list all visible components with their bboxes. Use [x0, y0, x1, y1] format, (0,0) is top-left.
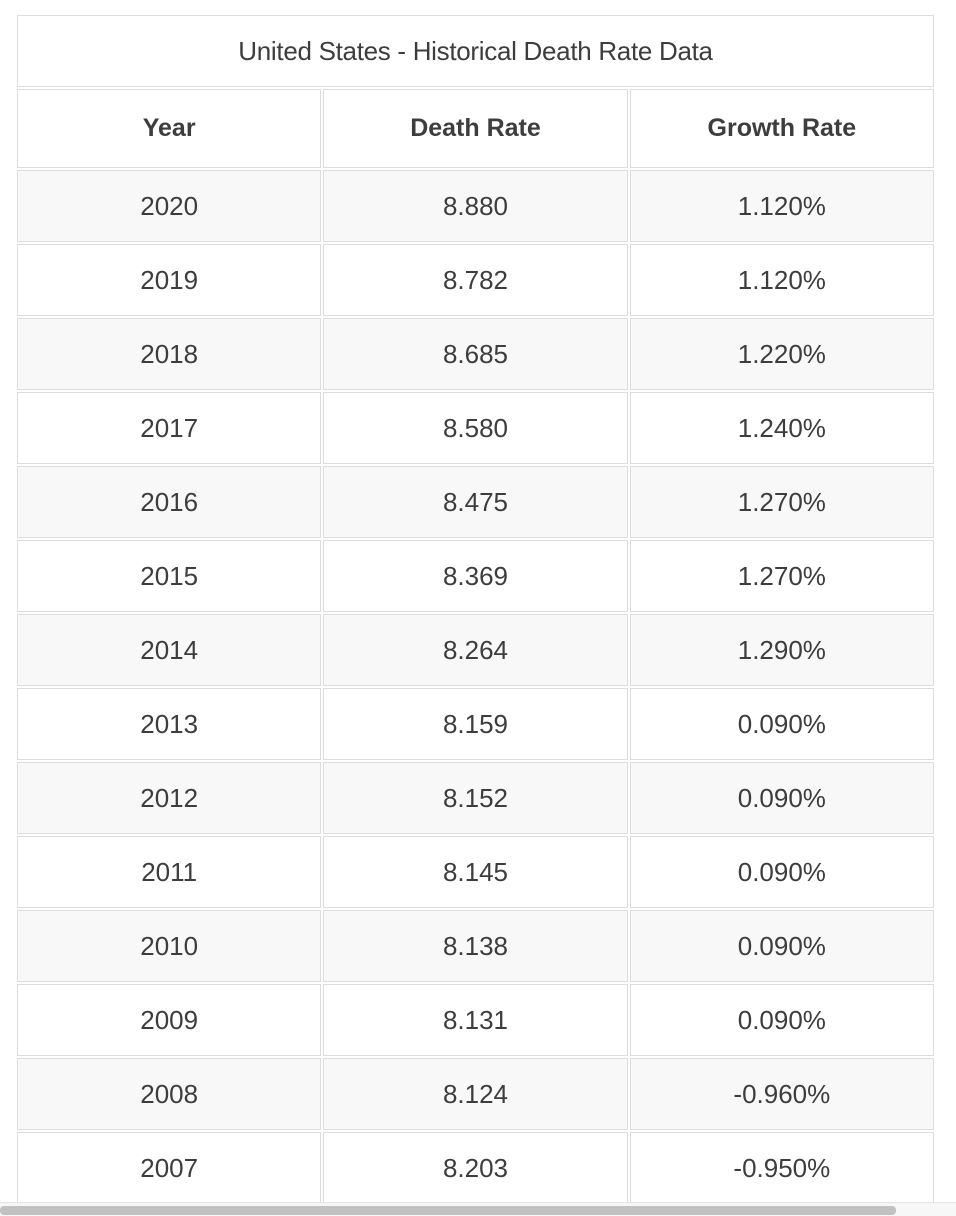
table-row: 2016 8.475 1.270% — [17, 466, 934, 538]
column-header-year: Year — [17, 89, 322, 168]
year-cell: 2013 — [17, 688, 322, 760]
table-row: 2019 8.782 1.120% — [17, 244, 934, 316]
year-cell: 2009 — [17, 984, 322, 1056]
column-header-growth-rate: Growth Rate — [629, 89, 934, 168]
column-header-death-rate: Death Rate — [323, 89, 628, 168]
growth-rate-cell: 0.090% — [629, 836, 934, 908]
death-rate-cell: 8.203 — [323, 1132, 628, 1202]
death-rate-table: United States - Historical Death Rate Da… — [15, 13, 936, 1202]
death-rate-cell: 8.369 — [323, 540, 628, 612]
death-rate-cell: 8.264 — [323, 614, 628, 686]
year-cell: 2019 — [17, 244, 322, 316]
death-rate-cell: 8.475 — [323, 466, 628, 538]
year-cell: 2020 — [17, 170, 322, 242]
death-rate-cell: 8.152 — [323, 762, 628, 834]
year-cell: 2012 — [17, 762, 322, 834]
year-cell: 2010 — [17, 910, 322, 982]
growth-rate-cell: -0.950% — [629, 1132, 934, 1202]
table-row: 2008 8.124 -0.960% — [17, 1058, 934, 1130]
death-rate-cell: 8.124 — [323, 1058, 628, 1130]
year-cell: 2018 — [17, 318, 322, 390]
table-row: 2010 8.138 0.090% — [17, 910, 934, 982]
growth-rate-cell: 0.090% — [629, 688, 934, 760]
growth-rate-cell: 1.270% — [629, 466, 934, 538]
growth-rate-cell: 0.090% — [629, 984, 934, 1056]
death-rate-cell: 8.145 — [323, 836, 628, 908]
growth-rate-cell: 1.270% — [629, 540, 934, 612]
table-row: 2014 8.264 1.290% — [17, 614, 934, 686]
year-cell: 2016 — [17, 466, 322, 538]
table-title-row: United States - Historical Death Rate Da… — [17, 15, 934, 87]
year-cell: 2015 — [17, 540, 322, 612]
death-rate-cell: 8.138 — [323, 910, 628, 982]
growth-rate-cell: 1.290% — [629, 614, 934, 686]
death-rate-cell: 8.685 — [323, 318, 628, 390]
year-cell: 2014 — [17, 614, 322, 686]
table-row: 2009 8.131 0.090% — [17, 984, 934, 1056]
death-rate-cell: 8.880 — [323, 170, 628, 242]
table-header-row: Year Death Rate Growth Rate — [17, 89, 934, 168]
table-title: United States - Historical Death Rate Da… — [17, 15, 934, 87]
table-row: 2020 8.880 1.120% — [17, 170, 934, 242]
death-rate-cell: 8.782 — [323, 244, 628, 316]
horizontal-scrollbar[interactable] — [0, 1202, 956, 1216]
death-rate-cell: 8.131 — [323, 984, 628, 1056]
growth-rate-cell: 1.240% — [629, 392, 934, 464]
year-cell: 2011 — [17, 836, 322, 908]
year-cell: 2017 — [17, 392, 322, 464]
growth-rate-cell: -0.960% — [629, 1058, 934, 1130]
year-cell: 2008 — [17, 1058, 322, 1130]
table-row: 2011 8.145 0.090% — [17, 836, 934, 908]
growth-rate-cell: 0.090% — [629, 762, 934, 834]
horizontal-scrollbar-thumb[interactable] — [0, 1206, 896, 1215]
growth-rate-cell: 1.220% — [629, 318, 934, 390]
growth-rate-cell: 0.090% — [629, 910, 934, 982]
year-cell: 2007 — [17, 1132, 322, 1202]
table-row: 2015 8.369 1.270% — [17, 540, 934, 612]
table-row: 2013 8.159 0.090% — [17, 688, 934, 760]
table-row: 2018 8.685 1.220% — [17, 318, 934, 390]
growth-rate-cell: 1.120% — [629, 170, 934, 242]
death-rate-cell: 8.580 — [323, 392, 628, 464]
table-row: 2012 8.152 0.090% — [17, 762, 934, 834]
table-row: 2017 8.580 1.240% — [17, 392, 934, 464]
death-rate-cell: 8.159 — [323, 688, 628, 760]
table-row: 2007 8.203 -0.950% — [17, 1132, 934, 1202]
growth-rate-cell: 1.120% — [629, 244, 934, 316]
